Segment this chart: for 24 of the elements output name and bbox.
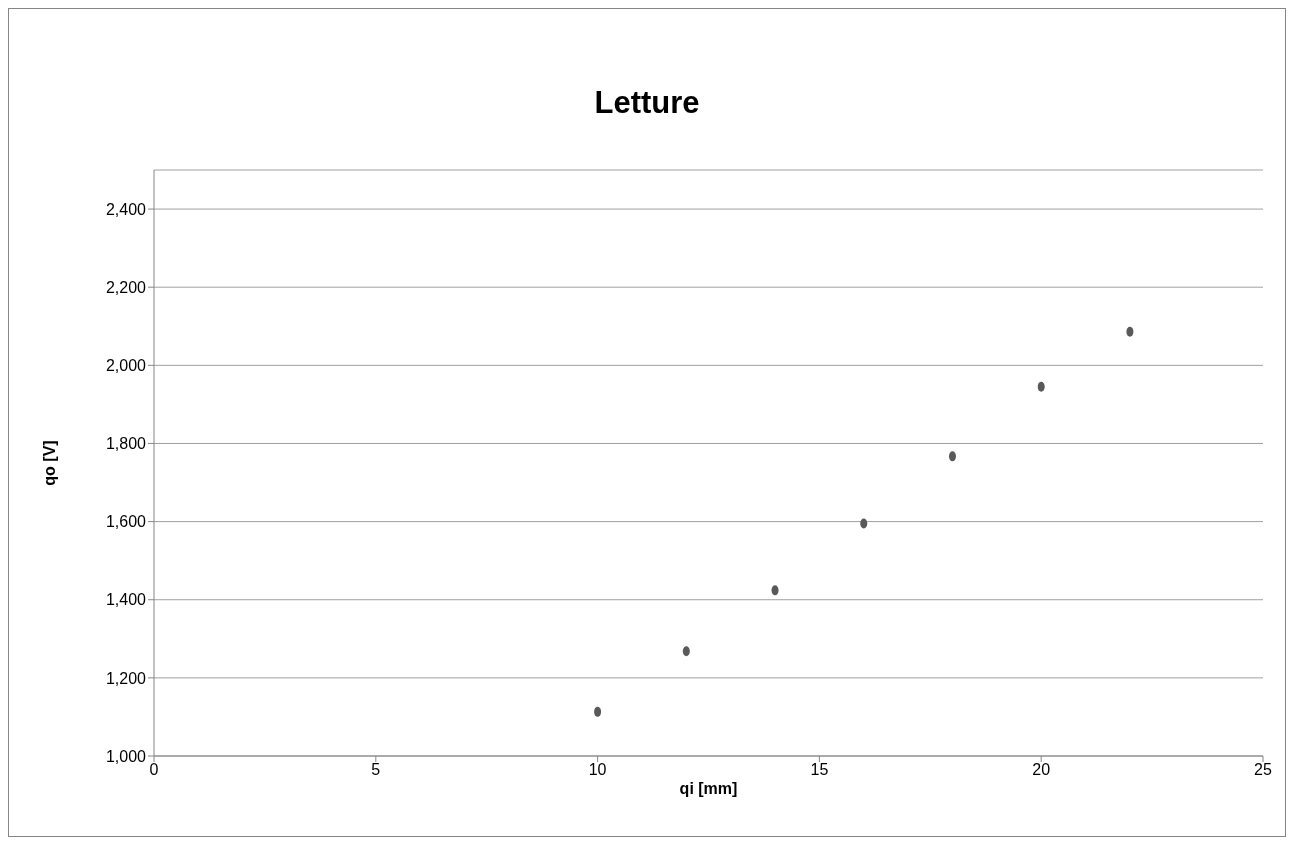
x-tick-label: 25 [1254, 761, 1272, 779]
x-tick-label: 15 [810, 761, 829, 779]
y-tick-label: 1,400 [105, 591, 147, 609]
x-tick-label: 20 [1032, 761, 1051, 779]
y-tick-label: 1,600 [105, 513, 147, 531]
point [594, 706, 602, 717]
y-tick-label: 2,000 [105, 357, 147, 375]
point [1126, 326, 1134, 337]
y-tick-label: 2,400 [105, 200, 147, 218]
point [860, 518, 868, 529]
y-tick-label: 1,000 [105, 747, 147, 765]
point [1037, 381, 1045, 392]
y-tick-label: 1,200 [105, 669, 147, 687]
y-tick-label: 2,200 [105, 278, 147, 296]
x-axis-title: qi [mm] [679, 780, 738, 797]
point [771, 585, 779, 596]
point [682, 646, 690, 657]
y-axis-title: qo [V] [40, 440, 58, 486]
chart-title: Letture [593, 85, 701, 121]
x-tick-label: 0 [149, 761, 159, 779]
x-tick-label: 5 [371, 761, 381, 779]
point [948, 451, 956, 462]
x-tick-label: 10 [588, 761, 607, 779]
y-tick-label: 1,800 [105, 435, 147, 453]
